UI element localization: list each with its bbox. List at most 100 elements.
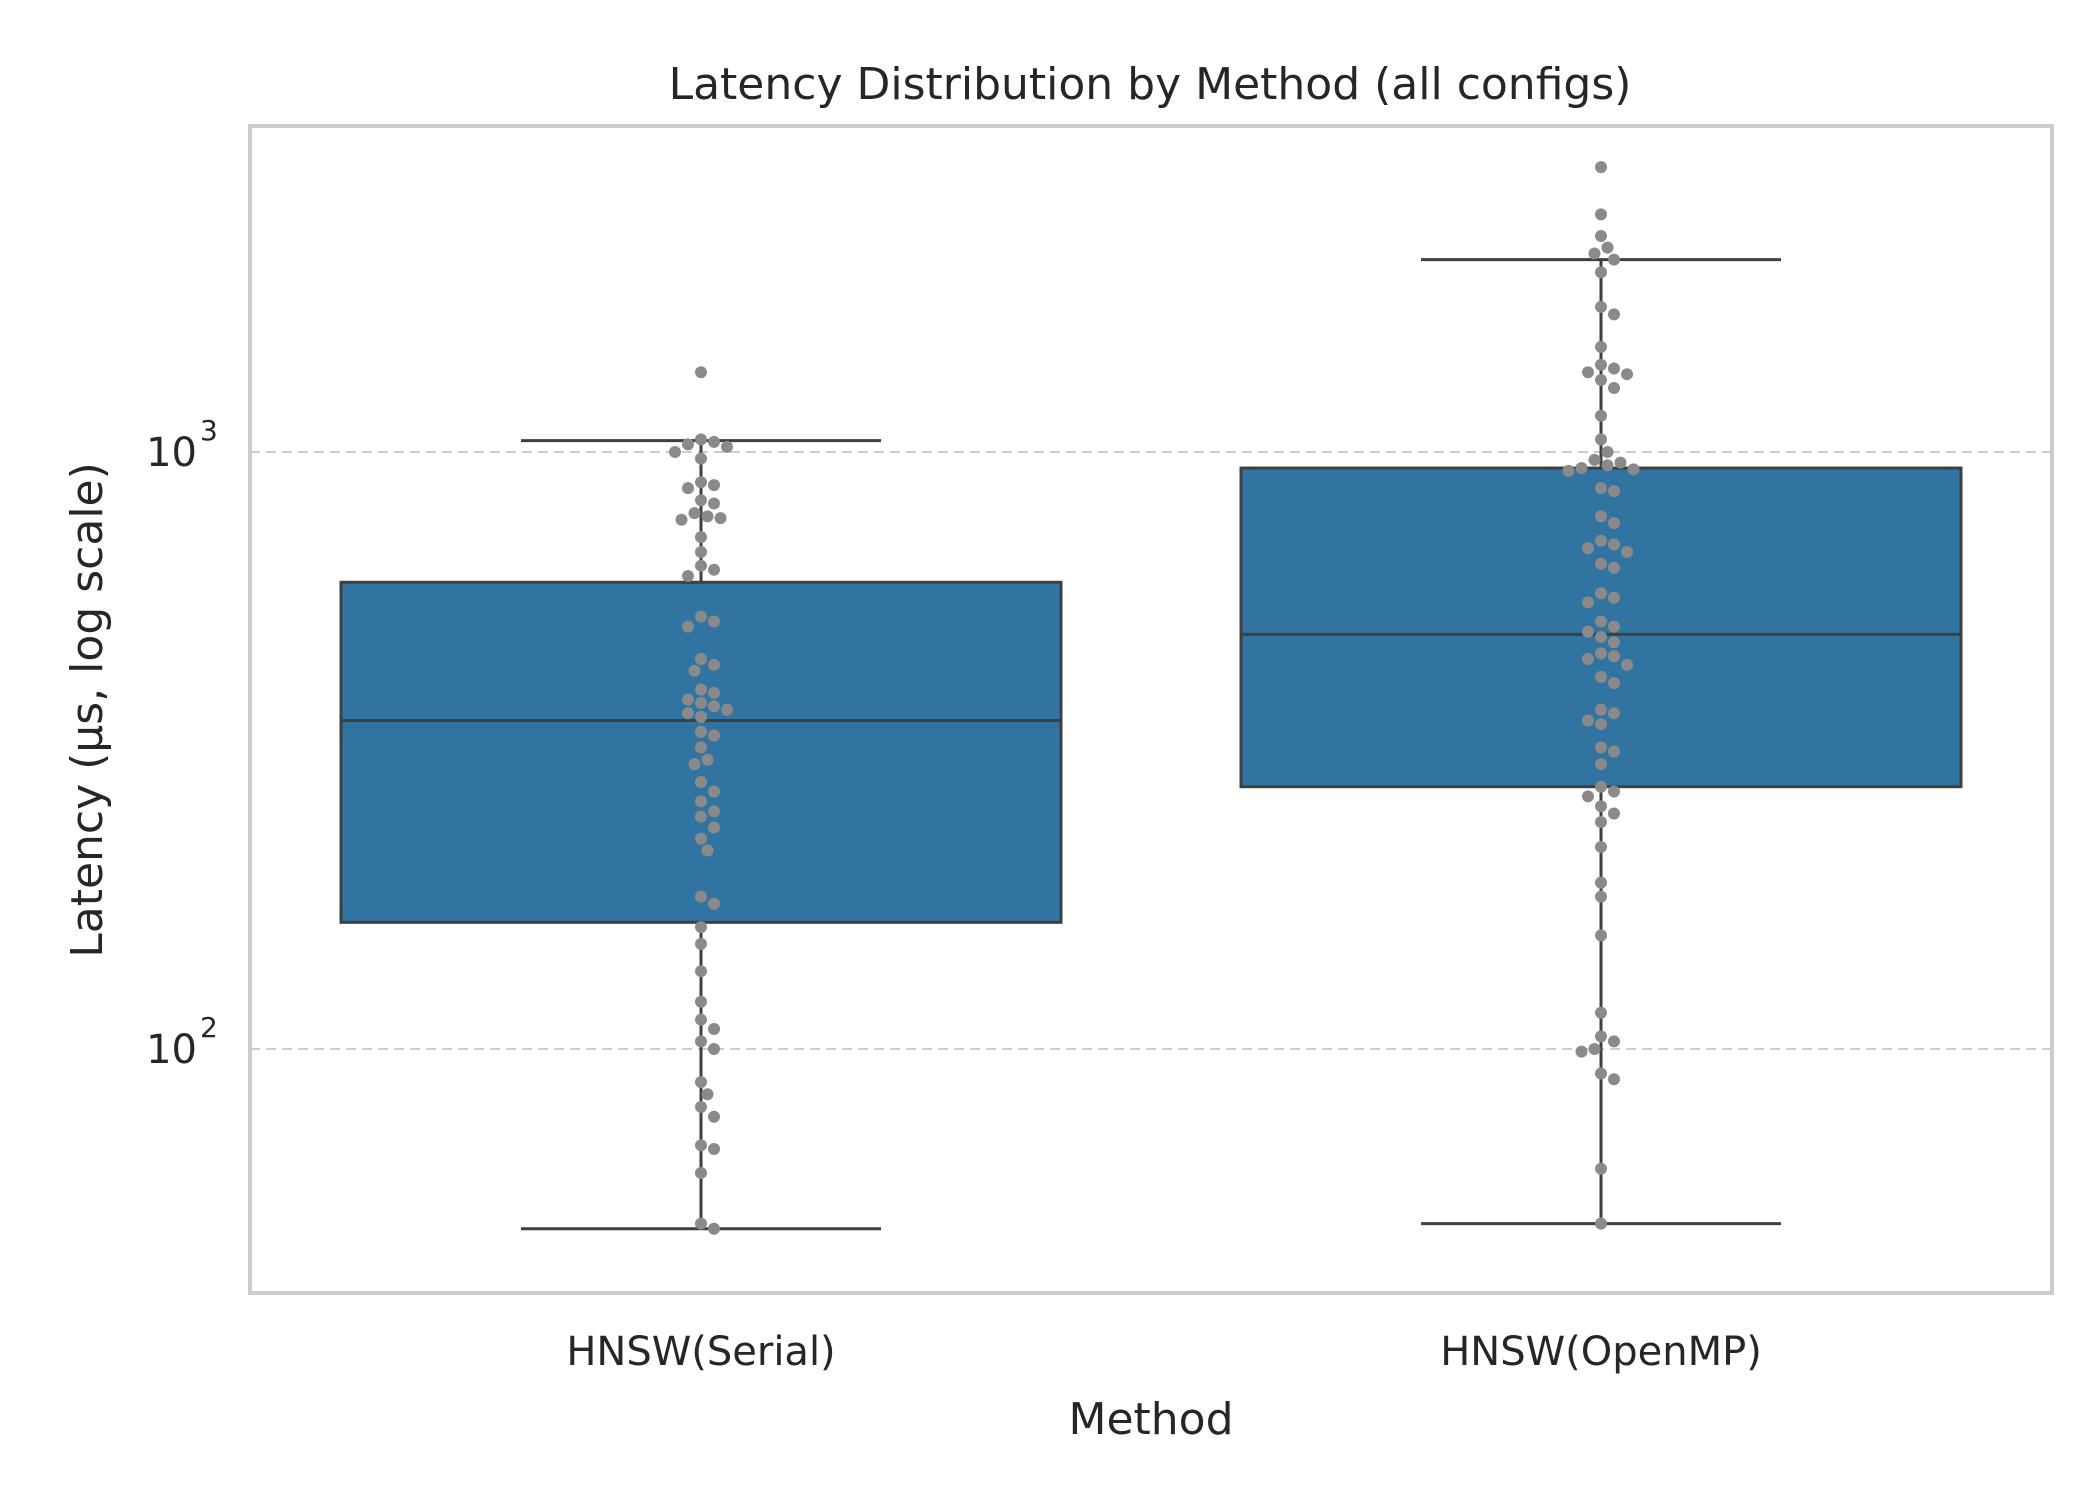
data-point	[708, 805, 720, 818]
data-point	[1608, 620, 1620, 633]
data-point	[708, 700, 720, 713]
data-point	[1608, 485, 1620, 498]
data-point	[695, 433, 707, 446]
data-point	[701, 1088, 714, 1101]
data-point	[695, 995, 707, 1008]
data-point	[1614, 456, 1627, 469]
data-point	[695, 795, 707, 808]
data-point	[708, 1142, 720, 1155]
data-point	[695, 366, 707, 379]
data-point	[695, 725, 707, 738]
data-point	[695, 1076, 707, 1089]
y-tick-exponent: 2	[200, 1011, 218, 1044]
data-point	[708, 686, 720, 699]
data-point	[1595, 1067, 1607, 1080]
data-point	[1627, 463, 1640, 476]
data-point	[1608, 362, 1620, 375]
x-axis-label: Method	[1068, 1394, 1233, 1445]
data-point	[1608, 785, 1620, 798]
data-point	[1595, 557, 1607, 570]
data-point	[1575, 1045, 1588, 1058]
data-point	[1608, 591, 1620, 604]
data-point	[1608, 381, 1620, 394]
data-point	[1608, 707, 1620, 720]
data-point	[701, 753, 714, 766]
data-point	[695, 494, 707, 507]
data-point	[701, 510, 714, 523]
data-point	[1608, 677, 1620, 690]
data-point	[708, 785, 720, 798]
data-point	[695, 1013, 707, 1026]
gridlines	[250, 451, 2052, 1050]
data-point	[1595, 718, 1607, 731]
box-plots	[339, 258, 1963, 1231]
data-point	[1595, 433, 1607, 446]
data-point	[688, 507, 701, 520]
data-point	[688, 758, 701, 771]
data-point	[1595, 587, 1607, 600]
data-point	[1582, 714, 1594, 727]
data-point	[1582, 542, 1594, 555]
data-point	[1562, 464, 1575, 477]
data-point	[1595, 358, 1607, 371]
data-point	[1601, 241, 1614, 254]
data-point	[1595, 703, 1607, 716]
data-point	[695, 810, 707, 823]
data-point	[1595, 409, 1607, 422]
data-point	[1608, 807, 1620, 820]
data-point	[695, 610, 707, 623]
data-point	[695, 921, 707, 934]
data-point	[695, 559, 707, 572]
data-point	[708, 897, 720, 910]
data-point	[1595, 816, 1607, 829]
data-point	[1595, 758, 1607, 771]
data-point	[708, 1222, 720, 1235]
data-point	[682, 707, 694, 720]
data-point	[695, 710, 707, 723]
data-point	[695, 452, 707, 465]
data-point	[1608, 636, 1620, 649]
data-point	[682, 569, 694, 582]
data-point	[675, 513, 688, 526]
data-point	[1601, 446, 1614, 458]
data-point	[695, 476, 707, 489]
data-point	[1595, 1030, 1607, 1043]
data-point	[695, 1166, 707, 1179]
data-point	[695, 1100, 707, 1113]
data-point	[1575, 462, 1588, 475]
data-point	[1595, 266, 1607, 279]
data-point	[1608, 1073, 1620, 1086]
data-point	[721, 440, 733, 453]
data-point	[1595, 1217, 1607, 1230]
data-point	[714, 512, 727, 525]
data-point	[708, 658, 720, 671]
data-point	[1595, 230, 1607, 243]
data-point	[695, 890, 707, 903]
data-point	[1608, 561, 1620, 574]
x-tick-label: HNSW(OpenMP)	[1440, 1329, 1762, 1375]
data-point	[708, 615, 720, 628]
data-point	[1588, 1043, 1601, 1055]
data-point	[1582, 625, 1594, 638]
data-point	[1595, 630, 1607, 643]
data-point	[1595, 510, 1607, 523]
data-point	[1595, 890, 1607, 903]
data-point	[1595, 208, 1607, 221]
data-point	[708, 479, 720, 492]
data-point	[1595, 800, 1607, 813]
data-point	[1595, 876, 1607, 889]
data-point	[721, 703, 733, 716]
data-point	[695, 653, 707, 666]
data-point	[1608, 745, 1620, 758]
data-point	[1608, 308, 1620, 321]
data-point	[1595, 1006, 1607, 1019]
data-point	[682, 438, 694, 451]
y-tick-label: 10	[146, 1027, 197, 1073]
data-point	[1595, 615, 1607, 628]
data-point	[695, 741, 707, 754]
data-point	[708, 1110, 720, 1123]
data-point	[695, 1217, 707, 1230]
data-point	[1601, 459, 1614, 472]
